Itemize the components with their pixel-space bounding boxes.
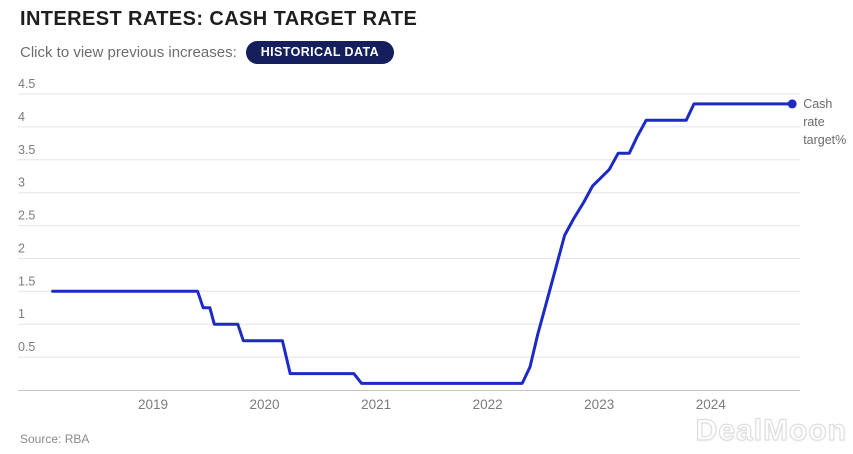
y-axis-tick: 2 bbox=[18, 241, 25, 255]
page-title: INTEREST RATES: CASH TARGET RATE bbox=[20, 8, 418, 30]
line-end-dot bbox=[787, 99, 797, 109]
y-axis-tick: 0.5 bbox=[18, 340, 35, 354]
y-axis-tick: 1.5 bbox=[18, 274, 35, 288]
x-axis-tick: 2022 bbox=[473, 397, 503, 412]
x-axis-tick: 2024 bbox=[696, 397, 727, 412]
subtitle-row: Click to view previous increases: HISTOR… bbox=[20, 40, 395, 65]
y-axis-tick: 3.5 bbox=[18, 143, 35, 157]
historical-data-button[interactable]: HISTORICAL DATA bbox=[245, 41, 395, 64]
series-label: target% bbox=[803, 133, 846, 147]
series-label: Cash bbox=[803, 97, 832, 111]
y-axis-tick: 4.5 bbox=[18, 77, 35, 91]
cash-rate-line bbox=[51, 102, 794, 385]
dealmoon-watermark: DealMoon bbox=[695, 413, 847, 447]
subtitle-text: Click to view previous increases: bbox=[20, 44, 237, 61]
y-axis-tick: 2.5 bbox=[18, 209, 35, 223]
y-axis-tick: 4 bbox=[18, 110, 25, 124]
x-axis-tick: 2019 bbox=[138, 397, 168, 412]
series-label: rate bbox=[803, 115, 825, 129]
x-axis-tick: 2021 bbox=[361, 397, 391, 412]
x-axis-tick: 2023 bbox=[584, 397, 614, 412]
x-axis-tick: 2020 bbox=[249, 397, 279, 412]
y-axis-tick: 1 bbox=[18, 307, 25, 321]
source-note: Source: RBA bbox=[20, 432, 90, 446]
y-axis-tick: 3 bbox=[18, 176, 25, 190]
